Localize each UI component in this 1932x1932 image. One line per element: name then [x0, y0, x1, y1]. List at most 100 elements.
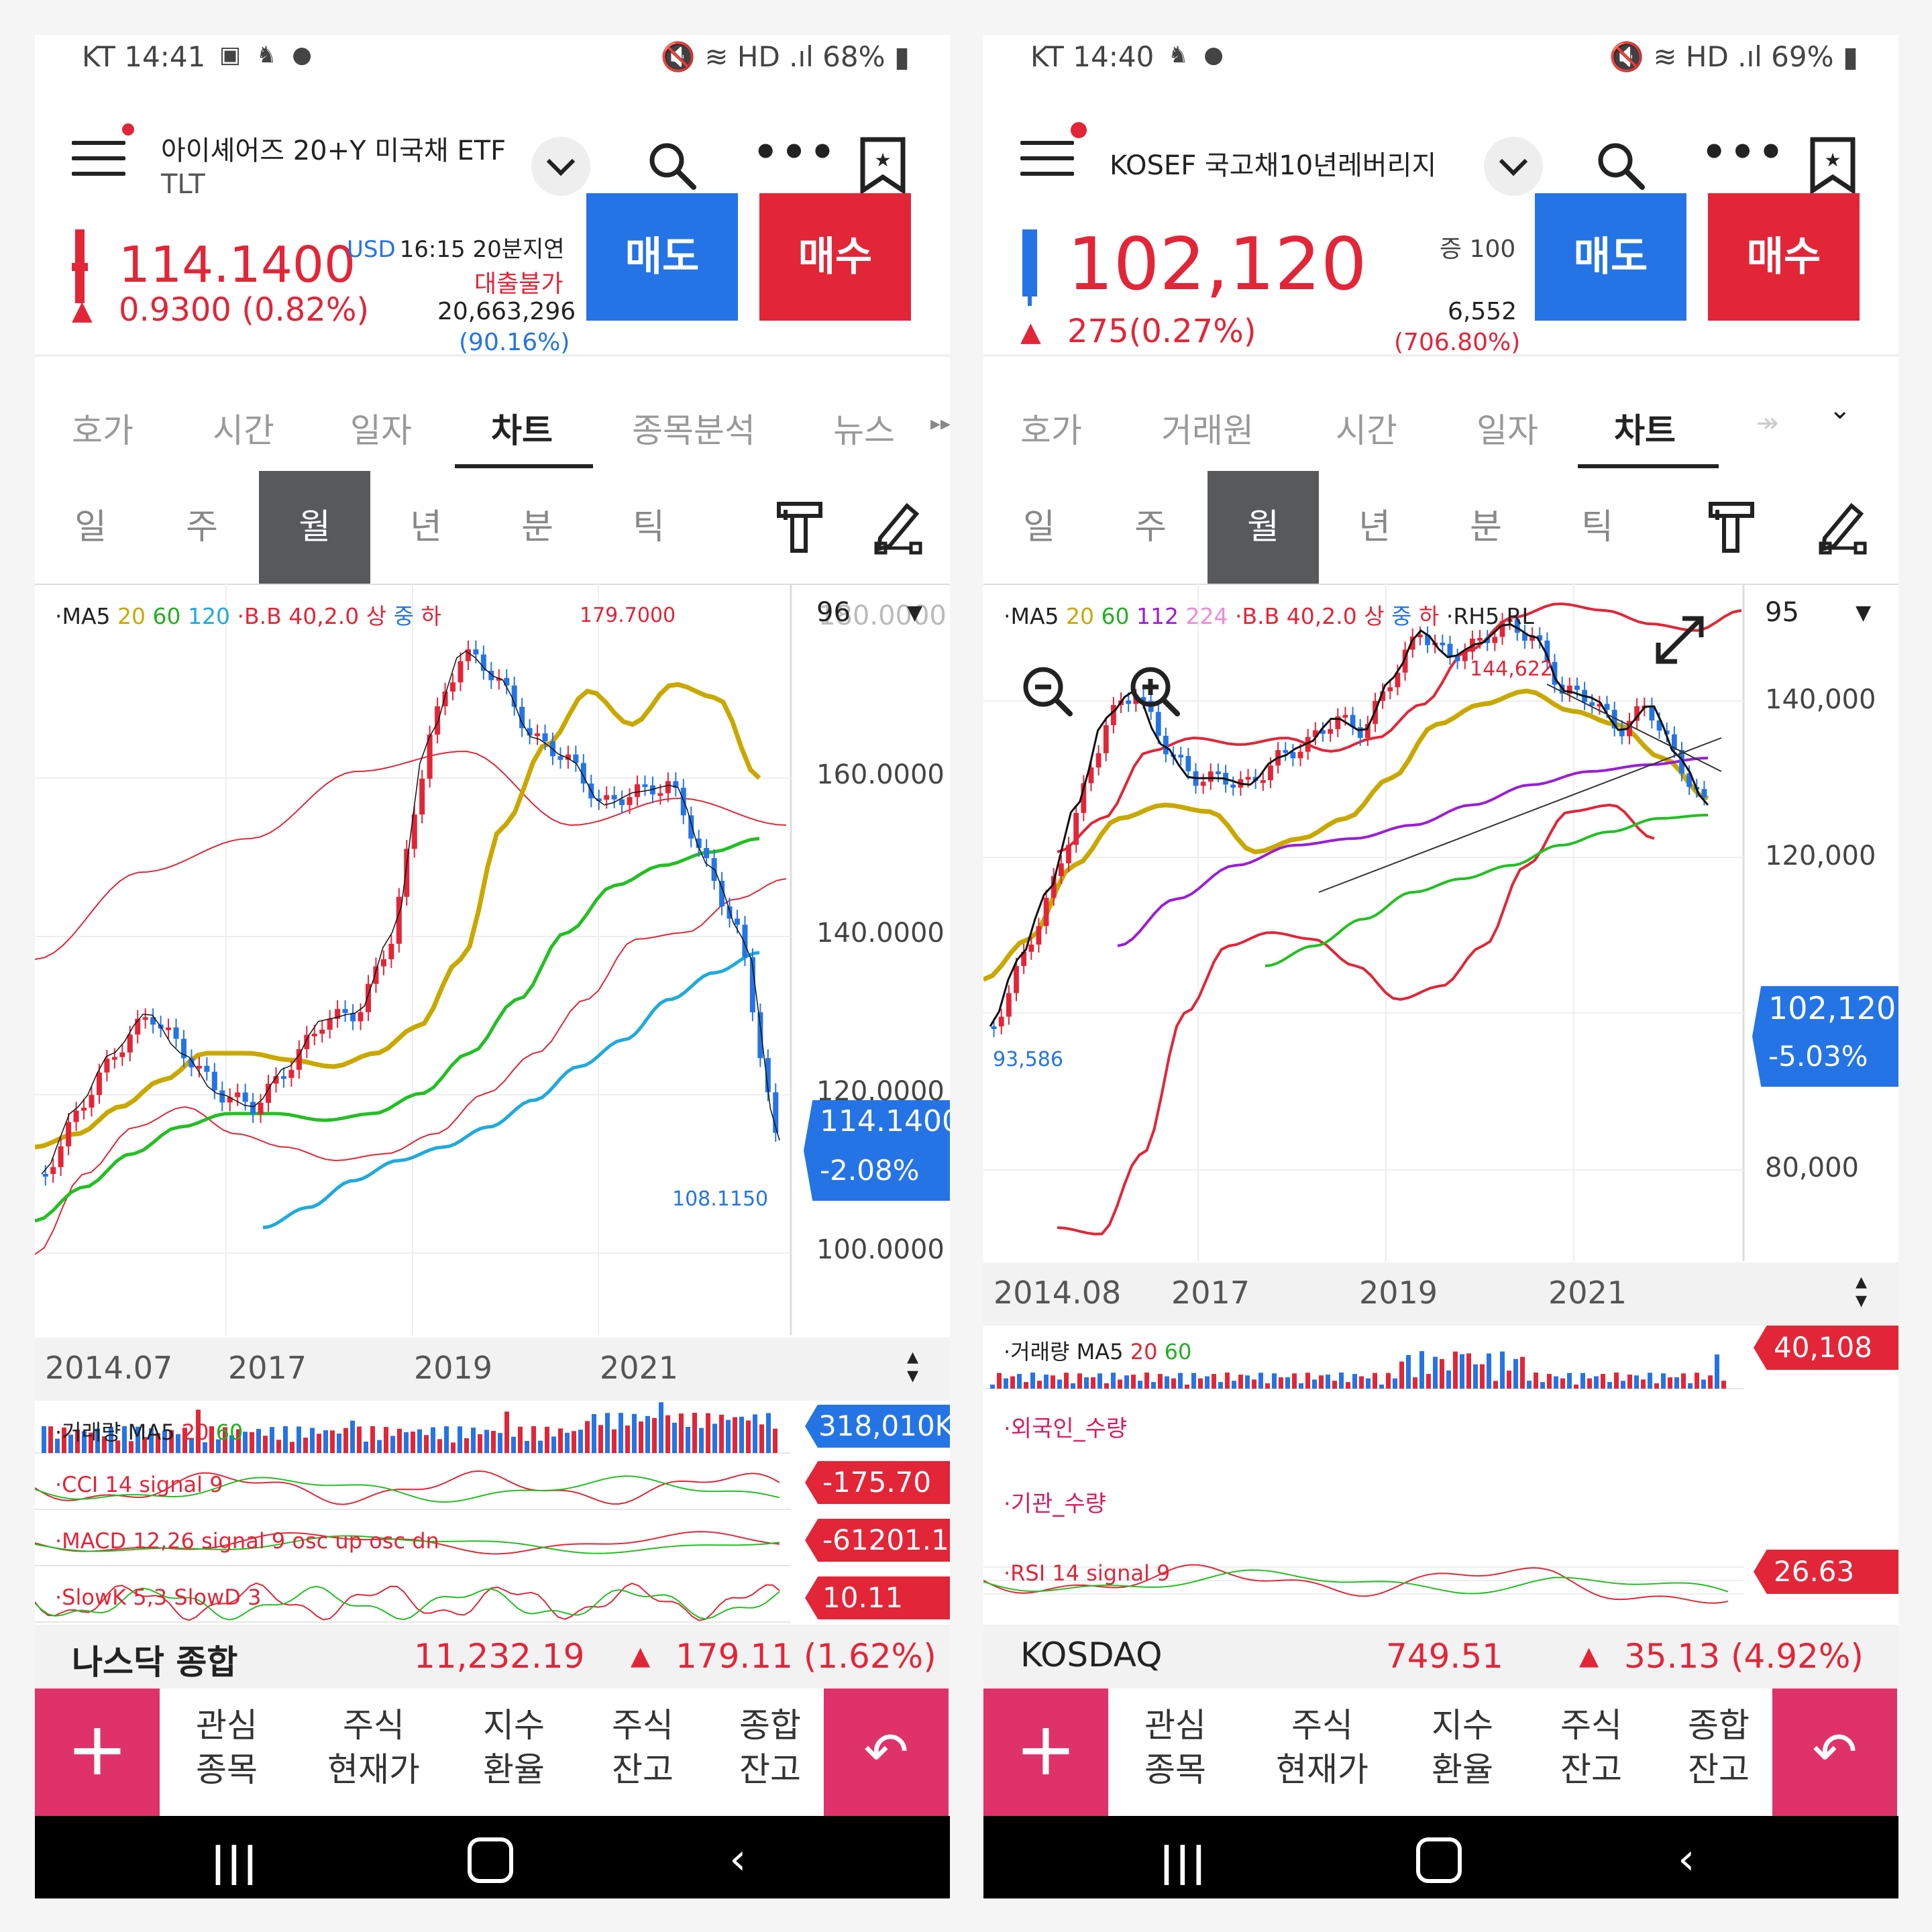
main-chart[interactable]: ·MA5 20 60 120 ·B.B 40,2.0 상 중 하 179.700…	[35, 584, 950, 1338]
recent-apps-icon[interactable]: |||	[211, 1839, 259, 1886]
tab-news[interactable]: 뉴스	[833, 411, 895, 450]
chevron-down-icon[interactable]	[1484, 137, 1543, 196]
candle	[442, 691, 448, 706]
volume-bar	[1064, 1373, 1069, 1389]
search-icon[interactable]	[645, 139, 699, 193]
sell-button[interactable]: 매도	[1535, 193, 1686, 321]
stock-name[interactable]: KOSEF 국고채10년레버리지	[1110, 150, 1437, 181]
tab-chart[interactable]: 차트	[1614, 411, 1676, 450]
tab-hoga[interactable]: 호가	[72, 411, 133, 450]
more-icon[interactable]: •••	[1701, 129, 1787, 176]
volume-bar	[1373, 1373, 1377, 1389]
tab-time[interactable]: 시간	[1336, 411, 1397, 450]
expand-icon[interactable]	[1652, 612, 1708, 668]
nav-index[interactable]: 지수 환율	[1432, 1703, 1493, 1792]
candle-count[interactable]: 96	[816, 597, 851, 628]
pen-tool-icon[interactable]	[1818, 499, 1869, 555]
buy-button[interactable]: 매수	[1708, 193, 1860, 321]
x-label-1: 2017	[1171, 1275, 1250, 1311]
period-tick[interactable]: 틱	[1581, 507, 1613, 547]
more-icon[interactable]: •••	[753, 129, 839, 176]
nav-price[interactable]: 주식 현재가	[1276, 1703, 1368, 1792]
sell-button[interactable]: 매도	[586, 193, 738, 321]
candle	[150, 1017, 156, 1025]
count-dropdown-icon[interactable]: ▼	[1856, 601, 1872, 625]
period-day[interactable]: 일	[1023, 507, 1055, 547]
tab-chart[interactable]: 차트	[491, 411, 553, 450]
period-week[interactable]: 주	[1134, 507, 1167, 547]
battery-level: 68%	[822, 40, 885, 73]
back-icon[interactable]: ↶	[824, 1688, 949, 1816]
nav-total[interactable]: 종합 잔고	[739, 1703, 801, 1792]
nav-back-icon[interactable]: ‹	[1678, 1835, 1695, 1884]
axis-scroll-icon[interactable]: ▴ ▾	[907, 1343, 919, 1389]
zoom-in-icon[interactable]	[1128, 664, 1181, 718]
bookmark-icon[interactable]: ★	[860, 137, 906, 193]
menu-icon[interactable]	[72, 141, 125, 188]
period-month[interactable]: 월	[259, 471, 370, 584]
zoom-out-icon[interactable]	[1020, 664, 1074, 718]
nav-balance[interactable]: 주식 잔고	[1560, 1703, 1622, 1792]
candle	[573, 754, 579, 763]
nav-back-icon[interactable]: ‹	[729, 1835, 747, 1884]
price-chart-svg[interactable]	[983, 584, 1898, 1263]
period-year[interactable]: 년	[1358, 507, 1391, 547]
candle	[1126, 700, 1132, 704]
plus-icon[interactable]: +	[35, 1688, 160, 1816]
candle-count[interactable]: 95	[1765, 597, 1799, 628]
tab-date[interactable]: 일자	[350, 411, 412, 450]
stock-name[interactable]: 아이셰어즈 20+Y 미국채 ETF	[161, 136, 506, 166]
nav-price-a: 주식	[343, 1706, 405, 1745]
period-day[interactable]: 일	[74, 507, 107, 547]
plus-icon[interactable]: +	[983, 1688, 1108, 1816]
candle	[1216, 771, 1221, 775]
tab-more-icon[interactable]: ▸▸	[930, 412, 950, 435]
nav-balance[interactable]: 주식 잔고	[612, 1703, 674, 1792]
nav-index[interactable]: 지수 환율	[483, 1703, 545, 1792]
main-chart[interactable]: ·MA5 20 60 112 224 ·B.B 40,2.0 상 중 하 ·RH…	[983, 584, 1898, 1263]
tab-broker[interactable]: 거래원	[1161, 411, 1254, 450]
volume-bar	[62, 1427, 66, 1453]
tab-date[interactable]: 일자	[1477, 411, 1538, 450]
candle	[1081, 783, 1087, 813]
period-week[interactable]: 주	[186, 507, 218, 547]
volume-bar	[1520, 1356, 1525, 1389]
search-icon[interactable]	[1594, 139, 1648, 193]
pen-tool-icon[interactable]	[873, 499, 924, 555]
index-ticker[interactable]: KOSDAQ 749.51 ▲ 35.13 (4.92%)	[983, 1625, 1898, 1688]
period-month[interactable]: 월	[1208, 471, 1319, 584]
tab-analysis[interactable]: 종목분석	[632, 411, 755, 450]
candle	[1649, 705, 1655, 720]
tab-time[interactable]: 시간	[213, 411, 274, 450]
back-icon[interactable]: ↶	[1772, 1688, 1897, 1816]
count-dropdown-icon[interactable]: ▼	[907, 601, 923, 625]
ind-slow-label: ·SlowK 5,3 SlowD 3	[55, 1585, 262, 1610]
tab-chevron-down-icon[interactable]: ⌄	[1829, 394, 1851, 425]
candle	[604, 795, 610, 800]
candle	[111, 1057, 117, 1060]
buy-button[interactable]: 매수	[759, 193, 911, 321]
period-year[interactable]: 년	[410, 507, 442, 547]
price-chart-svg[interactable]	[35, 584, 950, 1338]
home-icon[interactable]	[468, 1837, 513, 1883]
tab-more-icon[interactable]: ↠	[1756, 408, 1779, 439]
period-minute[interactable]: 분	[1470, 507, 1502, 547]
nav-watchlist[interactable]: 관심 종목	[1144, 1703, 1206, 1792]
bookmark-icon[interactable]: ★	[1810, 137, 1856, 193]
index-ticker[interactable]: 나스닥 종합 11,232.19 ▲ 179.11 (1.62%)	[35, 1625, 950, 1688]
drawing-tool-icon[interactable]	[776, 501, 823, 555]
volume-bar	[216, 1439, 221, 1453]
volume-bar	[364, 1441, 368, 1453]
nav-total[interactable]: 종합 잔고	[1688, 1703, 1750, 1792]
drawing-tool-icon[interactable]	[1708, 501, 1755, 555]
axis-scroll-icon[interactable]: ▴ ▾	[1856, 1268, 1868, 1313]
period-tick[interactable]: 틱	[633, 507, 665, 547]
period-minute[interactable]: 분	[521, 507, 553, 547]
chevron-down-icon[interactable]	[531, 137, 590, 196]
tab-hoga[interactable]: 호가	[1020, 411, 1082, 450]
nav-price[interactable]: 주식 현재가	[327, 1703, 420, 1792]
recent-apps-icon[interactable]: |||	[1159, 1839, 1208, 1886]
nav-watchlist[interactable]: 관심 종목	[196, 1703, 258, 1792]
home-icon[interactable]	[1416, 1837, 1462, 1883]
menu-icon[interactable]	[1020, 141, 1074, 188]
